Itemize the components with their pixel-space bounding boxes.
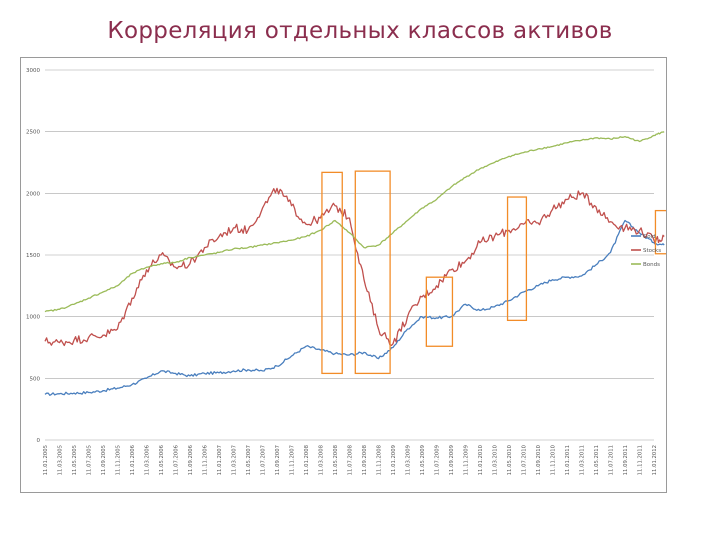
x-tick-label: 11.03.2006 [145, 444, 151, 475]
x-tick-label: 11.05.2011 [594, 445, 600, 475]
x-tick-label: 11.03.2005 [58, 445, 64, 475]
x-tick-label: 11.01.2010 [478, 444, 484, 475]
legend: Gold Stocks Bonds [631, 234, 661, 268]
x-tick-label: 11.11.2008 [377, 444, 383, 475]
x-tick-label: 11.01.2007 [217, 445, 223, 475]
x-tick-label: 11.07.2008 [348, 444, 354, 475]
x-axis-ticks: 11.01.2005 11.03.2005 11.05.2005 11.07.2005… [43, 444, 658, 475]
x-tick-label: 11.07.2011 [609, 445, 615, 475]
y-tick-label: 500 [30, 376, 41, 382]
grid-lines [45, 69, 654, 441]
legend-label: Stocks [643, 248, 661, 254]
x-tick-label: 11.07.2005 [87, 445, 93, 475]
series-lines [44, 131, 665, 396]
x-tick-label: 11.05.2010 [507, 444, 513, 475]
highlight-box [321, 171, 343, 375]
highlight-boxes [321, 170, 666, 375]
x-tick-label: 11.01.2006 [130, 444, 136, 475]
x-tick-label: 11.11.2007 [290, 445, 296, 475]
y-axis-ticks: 0 500 1000 1500 2000 2500 3000 [26, 68, 41, 444]
slide-title: Корреляция отдельных классов активов [107, 18, 613, 44]
x-tick-label: 11.07.2007 [261, 445, 267, 475]
x-tick-label: 11.11.2011 [638, 445, 644, 475]
x-tick-label: 11.11.2005 [116, 445, 122, 475]
x-tick-label: 11.01.2011 [565, 445, 571, 475]
x-tick-label: 11.05.2007 [246, 445, 252, 475]
x-tick-label: 11.05.2006 [159, 444, 165, 475]
x-tick-label: 11.05.2008 [333, 444, 339, 475]
x-tick-label: 11.03.2011 [580, 445, 586, 475]
chart-area: 0 500 1000 1500 2000 2500 3000 11.01.2005 11.03… [20, 57, 667, 493]
x-tick-label: 11.05.2005 [72, 445, 78, 475]
x-tick-label: 11.09.2006 [188, 444, 194, 475]
x-tick-label: 11.11.2006 [203, 444, 209, 475]
highlight-box [506, 196, 528, 322]
x-tick-label: 11.01.2005 [43, 445, 49, 475]
x-tick-label: 11.05.2009 [420, 445, 426, 475]
x-tick-label: 11.01.2009 [391, 445, 397, 475]
x-tick-label: 11.07.2006 [174, 444, 180, 475]
series-line-bonds [44, 131, 665, 313]
highlight-box [354, 170, 391, 375]
x-tick-label: 11.01.2012 [652, 445, 658, 475]
x-tick-label: 11.03.2010 [493, 444, 499, 475]
x-tick-label: 11.09.2005 [101, 445, 107, 475]
line-chart: 0 500 1000 1500 2000 2500 3000 11.01.2005 11.03… [26, 68, 666, 475]
series-line-gold [44, 219, 665, 396]
y-tick-label: 3000 [26, 68, 40, 74]
y-tick-label: 2000 [26, 191, 40, 197]
series-line-stocks [44, 187, 665, 347]
x-tick-label: 11.09.2011 [623, 445, 629, 475]
x-tick-label: 11.07.2010 [522, 444, 528, 475]
x-tick-label: 11.01.2008 [304, 444, 310, 475]
x-tick-label: 11.09.2009 [449, 445, 455, 475]
x-tick-label: 11.03.2008 [319, 444, 325, 475]
y-tick-label: 2500 [26, 130, 40, 136]
legend-label: Bonds [643, 262, 660, 268]
x-tick-label: 11.11.2009 [464, 445, 470, 475]
x-tick-label: 11.03.2009 [406, 445, 412, 475]
y-tick-label: 1000 [26, 315, 40, 321]
x-tick-label: 11.07.2009 [435, 445, 441, 475]
highlight-box [425, 276, 454, 347]
x-tick-label: 11.09.2010 [536, 444, 542, 475]
x-tick-label: 11.09.2008 [362, 444, 368, 475]
x-tick-label: 11.11.2010 [551, 444, 557, 475]
y-tick-label: 0 [37, 438, 41, 444]
x-tick-label: 11.09.2007 [275, 445, 281, 475]
legend-label: Gold [643, 234, 656, 240]
highlight-box [654, 209, 666, 255]
y-tick-label: 1500 [26, 253, 40, 259]
x-tick-label: 11.03.2007 [232, 445, 238, 475]
